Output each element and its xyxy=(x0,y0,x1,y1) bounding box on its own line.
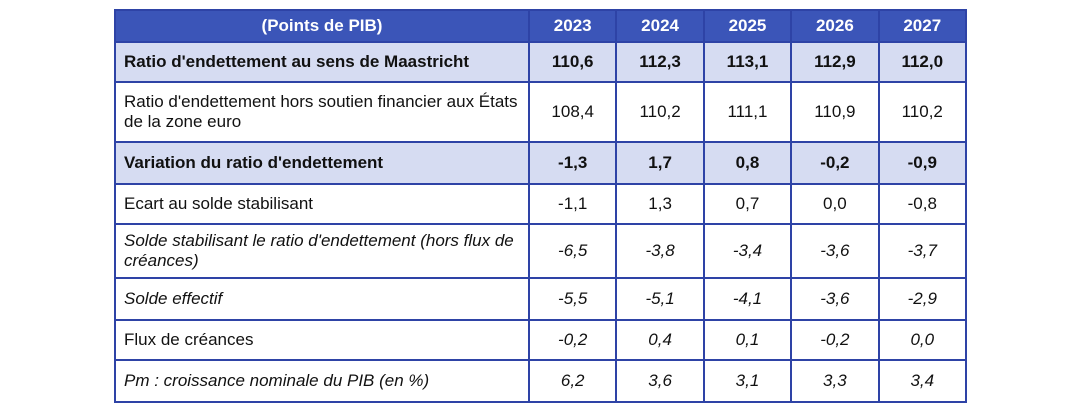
row-value: 108,4 xyxy=(527,81,618,143)
row-value: -0,2 xyxy=(527,319,618,361)
row-label: Flux de créances xyxy=(114,319,530,361)
row-value: 110,2 xyxy=(615,81,705,143)
row-value: 110,6 xyxy=(527,41,618,83)
row-value: 1,7 xyxy=(615,141,705,185)
row-value: -1,3 xyxy=(527,141,618,185)
row-label: Ecart au solde stabilisant xyxy=(114,183,530,225)
row-value: -3,7 xyxy=(877,223,967,279)
table-row-actual-balance: Solde effectif -5,5 -5,1 -4,1 -3,6 -2,9 xyxy=(114,277,967,321)
header-year-2026: 2026 xyxy=(790,9,880,43)
row-value: 0,7 xyxy=(702,183,793,225)
header-year-2023: 2023 xyxy=(527,9,618,43)
row-label: Solde stabilisant le ratio d'endettement… xyxy=(114,223,530,279)
row-value: -0,9 xyxy=(877,141,967,185)
row-value: -2,9 xyxy=(877,277,967,321)
table-row-stabilising-gap: Ecart au solde stabilisant -1,1 1,3 0,7 … xyxy=(114,183,967,225)
row-value: -4,1 xyxy=(702,277,793,321)
row-value: 110,9 xyxy=(790,81,880,143)
header-year-2025: 2025 xyxy=(702,9,793,43)
row-value: 112,0 xyxy=(877,41,967,83)
row-value: 113,1 xyxy=(702,41,793,83)
row-value: -0,2 xyxy=(790,141,880,185)
row-label: Pm : croissance nominale du PIB (en %) xyxy=(114,359,530,403)
table-row-ratio-excluding-support: Ratio d'endettement hors soutien financi… xyxy=(114,81,967,143)
row-value: -6,5 xyxy=(527,223,618,279)
row-value: -5,5 xyxy=(527,277,618,321)
row-value: -0,2 xyxy=(790,319,880,361)
row-label: Ratio d'endettement au sens de Maastrich… xyxy=(114,41,530,83)
row-value: 3,1 xyxy=(702,359,793,403)
table-row-ratio-variation: Variation du ratio d'endettement -1,3 1,… xyxy=(114,141,967,185)
header-label: (Points de PIB) xyxy=(114,9,530,43)
row-value: 1,3 xyxy=(615,183,705,225)
table-row-maastricht-ratio: Ratio d'endettement au sens de Maastrich… xyxy=(114,41,967,83)
row-value: 0,0 xyxy=(877,319,967,361)
table-row-stabilising-balance: Solde stabilisant le ratio d'endettement… xyxy=(114,223,967,279)
row-value: -5,1 xyxy=(615,277,705,321)
row-value: 110,2 xyxy=(877,81,967,143)
table-header-row: (Points de PIB) 2023 2024 2025 2026 2027 xyxy=(114,9,967,43)
row-value: 6,2 xyxy=(527,359,618,403)
row-label: Variation du ratio d'endettement xyxy=(114,141,530,185)
row-value: -3,4 xyxy=(702,223,793,279)
row-value: -3,6 xyxy=(790,223,880,279)
row-value: 0,1 xyxy=(702,319,793,361)
row-value: 112,9 xyxy=(790,41,880,83)
row-value: 0,4 xyxy=(615,319,705,361)
row-value: -3,6 xyxy=(790,277,880,321)
row-value: -3,8 xyxy=(615,223,705,279)
header-year-2027: 2027 xyxy=(877,9,967,43)
row-value: 3,4 xyxy=(877,359,967,403)
row-value: 0,0 xyxy=(790,183,880,225)
debt-ratio-table: (Points de PIB) 2023 2024 2025 2026 2027… xyxy=(114,9,967,403)
header-year-2024: 2024 xyxy=(615,9,705,43)
row-value: 0,8 xyxy=(702,141,793,185)
row-label: Ratio d'endettement hors soutien financi… xyxy=(114,81,530,143)
row-value: 3,6 xyxy=(615,359,705,403)
row-value: 3,3 xyxy=(790,359,880,403)
table-row-claims-flow: Flux de créances -0,2 0,4 0,1 -0,2 0,0 xyxy=(114,319,967,361)
row-value: 112,3 xyxy=(615,41,705,83)
row-value: 111,1 xyxy=(702,81,793,143)
table-row-nominal-gdp-growth: Pm : croissance nominale du PIB (en %) 6… xyxy=(114,359,967,403)
row-label: Solde effectif xyxy=(114,277,530,321)
row-value: -0,8 xyxy=(877,183,967,225)
row-value: -1,1 xyxy=(527,183,618,225)
debt-ratio-table-container: (Points de PIB) 2023 2024 2025 2026 2027… xyxy=(114,9,967,403)
